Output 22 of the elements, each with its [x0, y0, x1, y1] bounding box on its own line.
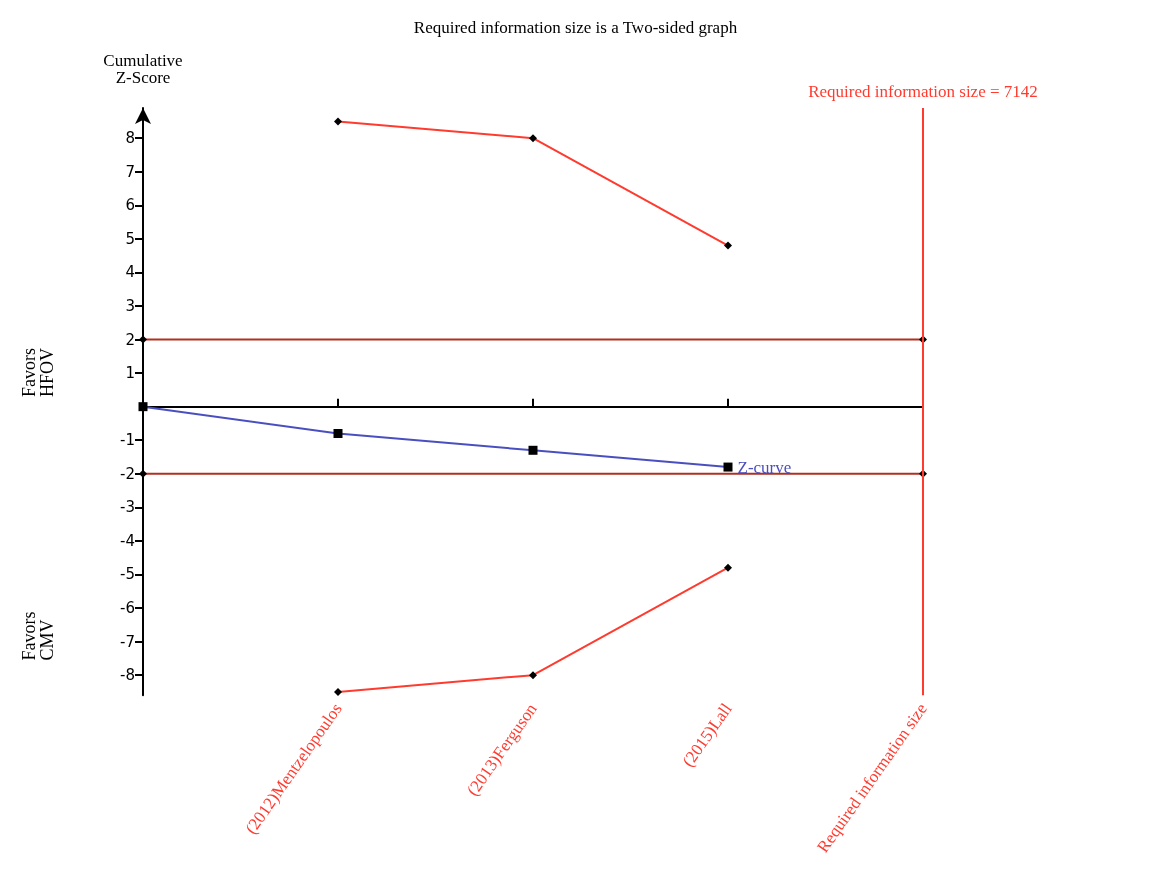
y-tick-label: 1 [125, 364, 135, 383]
y-tick-label: -6 [120, 599, 135, 618]
y-tick-label: 7 [125, 162, 135, 181]
y-tick-label: -3 [120, 498, 135, 517]
y-tick-label: -8 [120, 666, 135, 685]
text: Favors HFOV [19, 347, 57, 398]
y-axis-title: Cumulative Z-Score [103, 51, 183, 87]
y-tick-label: -1 [120, 431, 135, 450]
y-tick-label: -5 [120, 565, 135, 584]
y-tick-label: 2 [125, 330, 135, 349]
chart-title: Required information size is a Two-sided graph [413, 18, 738, 37]
y-tick-label: 3 [125, 296, 135, 315]
y-tick-label: 8 [125, 129, 135, 148]
y-tick-label: -4 [120, 531, 135, 550]
y-tick-label: -2 [120, 464, 135, 483]
y-tick-label: 5 [125, 229, 135, 248]
y-tick-label: 6 [125, 196, 135, 215]
ref-line-label: Required information size = 7142 [808, 82, 1038, 101]
series-label: Z-curve [737, 457, 792, 477]
y-tick-label: -7 [120, 632, 135, 651]
text: Favors CMV [19, 611, 57, 661]
y-tick-label: 4 [125, 263, 135, 282]
